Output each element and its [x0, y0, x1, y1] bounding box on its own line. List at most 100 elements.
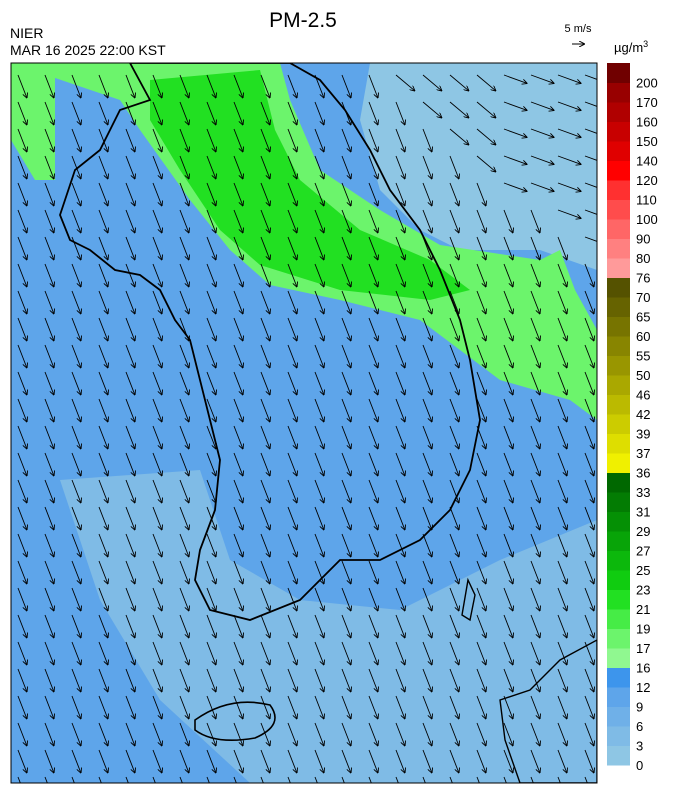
- colorbar-label: 42: [636, 407, 650, 422]
- wind-arrow: [179, 317, 189, 340]
- wind-arrow: [557, 749, 567, 772]
- wind-arrow: [44, 560, 54, 583]
- colorbar-label: 200: [636, 76, 658, 91]
- wind-arrow: [206, 74, 216, 97]
- wind-arrow: [530, 587, 540, 610]
- wind-arrow: [314, 452, 324, 475]
- wind-arrow: [152, 263, 162, 286]
- wind-arrow: [449, 290, 459, 313]
- colorbar-cell: [607, 511, 630, 532]
- wind-arrow: [260, 128, 270, 151]
- wind-arrow: [368, 101, 378, 124]
- wind-arrow: [233, 560, 243, 583]
- wind-arrow: [341, 533, 351, 556]
- wind-arrow: [287, 263, 297, 286]
- wind-arrow: [422, 317, 432, 340]
- wind-arrow: [395, 668, 405, 691]
- colorbar-cell: [607, 180, 630, 200]
- wind-arrow: [314, 641, 324, 664]
- wind-arrow: [557, 155, 581, 164]
- wind-arrow: [233, 317, 243, 340]
- wind-arrow: [152, 722, 162, 745]
- wind-arrow: [314, 101, 324, 124]
- wind-arrow: [98, 155, 108, 178]
- wind-arrow: [17, 398, 27, 421]
- wind-arrow: [206, 344, 216, 367]
- wind-arrow: [422, 506, 432, 529]
- wind-arrow: [71, 587, 81, 610]
- wind-arrow: [503, 641, 513, 664]
- wind-arrow: [395, 236, 405, 259]
- wind-arrow: [206, 452, 216, 475]
- wind-arrow: [260, 371, 270, 394]
- wind-arrow: [98, 209, 108, 232]
- wind-arrow: [206, 560, 216, 583]
- wind-arrow: [260, 479, 270, 502]
- wind-arrow: [152, 425, 162, 448]
- wind-arrow: [449, 776, 453, 783]
- wind-arrow: [152, 398, 162, 421]
- wind-arrow: [233, 722, 243, 745]
- wind-arrow: [395, 317, 405, 340]
- wind-arrow: [314, 668, 324, 691]
- wind-arrow: [233, 209, 243, 232]
- wind-arrow: [17, 668, 27, 691]
- colorbar-cell: [607, 219, 630, 239]
- wind-arrow: [260, 317, 270, 340]
- wind-arrow: [503, 236, 513, 259]
- wind-arrow: [422, 425, 432, 448]
- wind-arrow: [17, 749, 27, 772]
- wind-arrow: [449, 668, 459, 691]
- colorbar-cell: [607, 706, 630, 727]
- colorbar-cell: [607, 258, 630, 278]
- colorbar-label: 100: [636, 212, 658, 227]
- wind-arrow: [395, 776, 399, 783]
- wind-arrow: [152, 236, 162, 259]
- wind-arrow: [395, 371, 405, 394]
- colorbar-label: 160: [636, 115, 658, 130]
- wind-arrow: [17, 452, 27, 475]
- wind-arrow: [98, 776, 102, 783]
- wind-arrow: [98, 290, 108, 313]
- wind-arrow: [71, 236, 81, 259]
- wind-arrow: [125, 722, 135, 745]
- wind-arrow: [314, 425, 324, 448]
- wind-arrow: [503, 128, 527, 137]
- wind-arrow: [422, 209, 432, 232]
- colorbar-cell: [607, 277, 630, 298]
- wind-arrow: [422, 722, 432, 745]
- wind-arrow: [152, 695, 162, 718]
- wind-arrow: [71, 506, 81, 529]
- colorbar-label: 6: [636, 719, 643, 734]
- wind-arrow: [233, 668, 243, 691]
- wind-arrow: [71, 668, 81, 691]
- wind-arrow: [98, 695, 108, 718]
- wind-arrow: [557, 533, 567, 556]
- wind-arrow: [368, 371, 378, 394]
- wind-arrow: [287, 101, 297, 124]
- colorbar-cell: [607, 745, 630, 766]
- wind-arrow: [44, 182, 54, 205]
- wind-arrow: [71, 722, 81, 745]
- colorbar-label: 25: [636, 563, 650, 578]
- wind-arrow: [530, 371, 540, 394]
- wind-arrow: [287, 398, 297, 421]
- wind-arrow: [17, 236, 27, 259]
- wind-arrow: [44, 344, 54, 367]
- wind-arrow: [314, 479, 324, 502]
- wind-arrow: [98, 452, 108, 475]
- wind-arrow: [233, 371, 243, 394]
- wind-arrow: [422, 668, 432, 691]
- wind-arrow: [341, 290, 351, 313]
- wind-arrow: [152, 506, 162, 529]
- colorbar-cell: [607, 453, 630, 473]
- coastline-japan: [499, 639, 597, 783]
- wind-arrow: [125, 236, 135, 259]
- wind-arrow: [152, 749, 162, 772]
- wind-arrow: [44, 101, 54, 124]
- wind-arrow: [152, 668, 162, 691]
- wind-arrow: [422, 74, 441, 90]
- wind-arrow: [503, 533, 513, 556]
- wind-arrow: [530, 506, 540, 529]
- wind-arrow: [44, 506, 54, 529]
